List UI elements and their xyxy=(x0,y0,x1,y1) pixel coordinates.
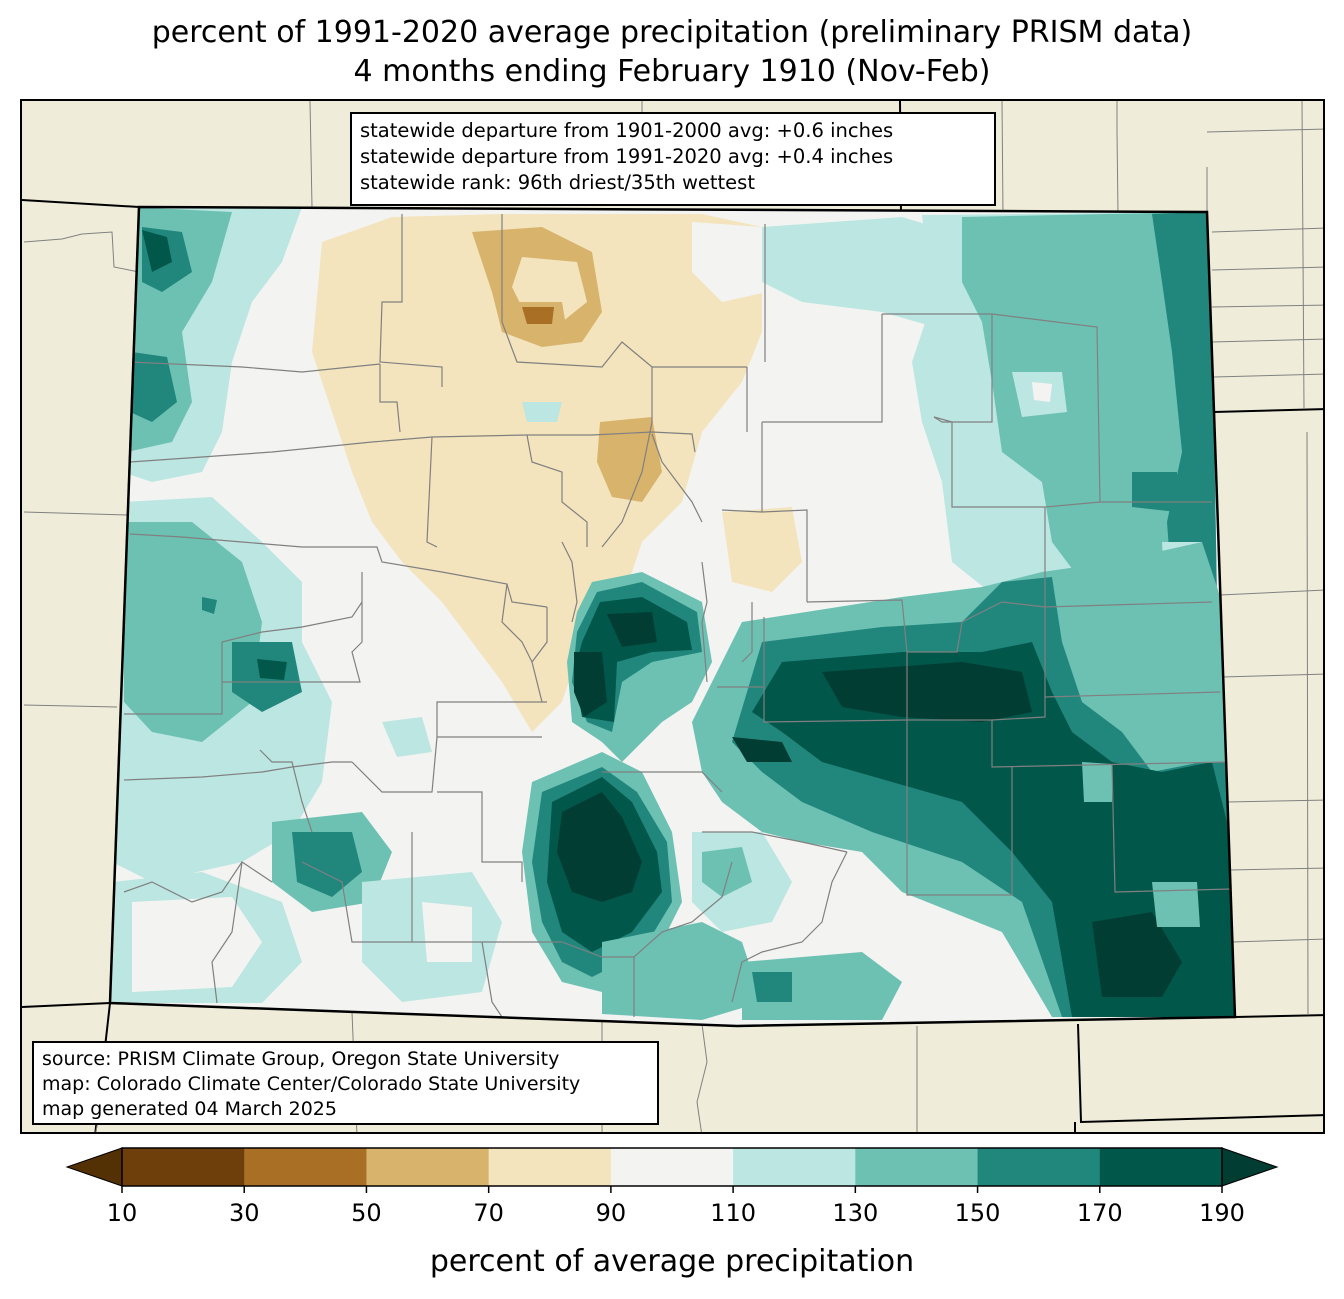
colorbar-outline xyxy=(121,1147,1223,1187)
colorbar-extend-high xyxy=(1221,1147,1279,1187)
colorbar-tick-label: 90 xyxy=(596,1199,627,1227)
map-panel xyxy=(20,99,1325,1134)
colorbar-tick-label: 70 xyxy=(473,1199,504,1227)
precipitation-field xyxy=(110,207,1235,1026)
colorbar-tick-label: 130 xyxy=(832,1199,878,1227)
colorbar: 10 30 50 70 90 110 130 150 170 190 xyxy=(65,1147,1279,1227)
statewide-stats-box: statewide departure from 1901-2000 avg: … xyxy=(350,112,996,206)
colorbar-extend-low xyxy=(65,1147,123,1187)
source-text: source: PRISM Climate Group, Oregon Stat… xyxy=(42,1048,560,1070)
source-credit-box: source: PRISM Climate Group, Oregon Stat… xyxy=(32,1041,659,1125)
colorbar-bin xyxy=(488,1148,612,1186)
departure-1991-2020-text: statewide departure from 1991-2020 avg: … xyxy=(360,145,894,168)
map-title-line-2: 4 months ending February 1910 (Nov-Feb) xyxy=(353,54,991,89)
colorbar-bin xyxy=(855,1148,979,1186)
map-credit-text: map: Colorado Climate Center/Colorado St… xyxy=(42,1073,581,1095)
colorbar-bin xyxy=(977,1148,1101,1186)
colorbar-bin xyxy=(733,1148,856,1186)
colorbar-bin xyxy=(610,1148,734,1186)
colorbar-bin xyxy=(1099,1148,1223,1186)
county-lines xyxy=(123,214,1233,1018)
colorbar-tick-label: 50 xyxy=(351,1199,382,1227)
colorbar-tick-label: 170 xyxy=(1077,1199,1123,1227)
colorbar-tick-label: 30 xyxy=(229,1199,260,1227)
statewide-rank-text: statewide rank: 96th driest/35th wettest xyxy=(360,171,755,194)
generated-date-text: map generated 04 March 2025 xyxy=(42,1098,337,1120)
colorbar-bin xyxy=(366,1148,490,1186)
precipitation-map xyxy=(22,101,1323,1132)
colorbar-label: percent of average precipitation xyxy=(429,1244,915,1279)
departure-1901-2000-text: statewide departure from 1901-2000 avg: … xyxy=(360,119,894,142)
colorbar-tick-label: 190 xyxy=(1199,1199,1245,1227)
colorbar-tick-label: 150 xyxy=(955,1199,1001,1227)
colorbar-tick-label: 10 xyxy=(107,1199,138,1227)
colorbar-bin xyxy=(244,1148,367,1186)
colorado-border xyxy=(108,205,1237,1028)
map-title-line-1: percent of 1991-2020 average precipitati… xyxy=(151,15,1193,50)
colorbar-tick-label: 110 xyxy=(710,1199,756,1227)
colorbar-bin xyxy=(122,1148,245,1186)
